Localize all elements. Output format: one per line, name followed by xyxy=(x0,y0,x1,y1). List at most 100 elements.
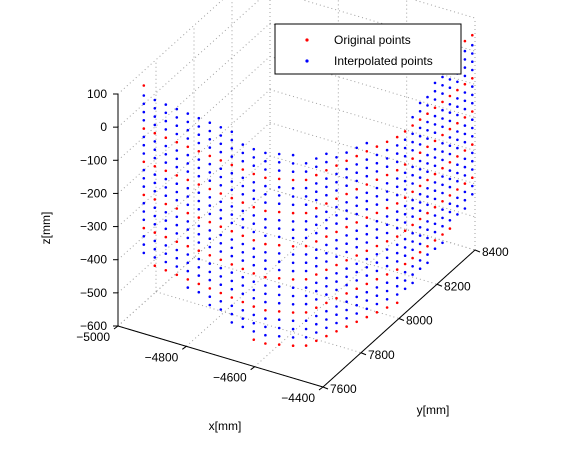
interpolated-point xyxy=(142,251,146,255)
original-point xyxy=(463,149,467,152)
original-point xyxy=(219,291,223,295)
original-point xyxy=(264,242,267,246)
original-point xyxy=(325,334,328,338)
interpolated-point xyxy=(315,248,318,251)
interpolated-point xyxy=(241,226,245,229)
original-point xyxy=(325,235,328,238)
original-point xyxy=(291,278,295,281)
interpolated-point xyxy=(395,160,399,164)
original-point xyxy=(426,145,429,149)
interpolated-point xyxy=(385,190,389,193)
interpolated-point xyxy=(277,169,281,172)
interpolated-point xyxy=(403,154,407,158)
original-point xyxy=(252,305,256,308)
interpolated-point xyxy=(456,146,459,150)
interpolated-point xyxy=(335,272,338,275)
original-point xyxy=(208,254,212,257)
interpolated-point xyxy=(241,151,245,155)
interpolated-point xyxy=(418,267,422,271)
interpolated-point xyxy=(403,179,407,183)
interpolated-point xyxy=(395,293,399,296)
interpolated-point xyxy=(197,133,201,136)
interpolated-point xyxy=(375,302,379,306)
interpolated-point xyxy=(241,275,245,279)
interpolated-point xyxy=(252,247,256,250)
interpolated-point xyxy=(375,294,379,298)
original-point xyxy=(395,202,399,205)
original-point xyxy=(355,320,359,324)
interpolated-point xyxy=(426,195,429,198)
original-point xyxy=(142,193,146,197)
interpolated-point xyxy=(375,203,379,206)
interpolated-point xyxy=(219,208,223,212)
interpolated-point xyxy=(277,252,281,255)
original-point xyxy=(426,245,429,248)
original-point xyxy=(448,194,452,197)
interpolated-point xyxy=(252,255,256,259)
interpolated-point xyxy=(175,116,179,119)
interpolated-point xyxy=(456,213,459,216)
interpolated-point xyxy=(264,184,267,188)
interpolated-point xyxy=(355,171,359,174)
interpolated-point xyxy=(186,120,190,124)
interpolated-point xyxy=(395,226,399,230)
interpolated-point xyxy=(241,176,245,180)
interpolated-point xyxy=(345,317,348,320)
interpolated-point xyxy=(456,80,459,84)
interpolated-point xyxy=(471,135,474,138)
interpolated-point xyxy=(448,152,452,156)
interpolated-point xyxy=(411,182,414,185)
original-point xyxy=(426,211,429,215)
interpolated-point xyxy=(175,256,179,260)
interpolated-point xyxy=(433,147,437,151)
interpolated-point xyxy=(426,253,429,256)
interpolated-point xyxy=(164,119,168,123)
original-point xyxy=(471,143,474,146)
interpolated-point xyxy=(291,203,295,207)
interpolated-point xyxy=(471,168,474,171)
original-point xyxy=(325,169,328,172)
interpolated-point xyxy=(375,261,379,264)
original-point xyxy=(418,118,422,121)
interpolated-point xyxy=(252,197,256,201)
interpolated-point xyxy=(345,184,348,187)
interpolated-point xyxy=(264,317,267,320)
interpolated-point xyxy=(230,180,234,183)
original-point xyxy=(471,176,474,179)
interpolated-point xyxy=(463,58,467,61)
interpolated-point xyxy=(385,289,389,293)
interpolated-point xyxy=(264,193,267,196)
interpolated-point xyxy=(375,269,379,273)
interpolated-point xyxy=(325,227,328,230)
original-point xyxy=(418,250,422,254)
interpolated-point xyxy=(241,184,245,188)
interpolated-point xyxy=(418,143,422,146)
x-axis-label: x[mm] xyxy=(209,419,242,433)
interpolated-point xyxy=(208,171,212,174)
interpolated-point xyxy=(304,286,308,289)
interpolated-point xyxy=(241,259,245,262)
original-point xyxy=(315,306,318,310)
interpolated-point xyxy=(365,208,369,211)
interpolated-point xyxy=(252,313,256,317)
original-point xyxy=(264,275,267,279)
interpolated-point xyxy=(441,84,444,87)
interpolated-point xyxy=(418,134,422,138)
original-point xyxy=(291,311,295,314)
original-point xyxy=(433,106,437,110)
interpolated-point xyxy=(230,254,234,258)
original-point xyxy=(315,339,318,343)
original-point xyxy=(153,165,157,168)
interpolated-point xyxy=(197,141,201,145)
interpolated-point xyxy=(219,233,223,237)
interpolated-point xyxy=(230,130,234,134)
original-point xyxy=(164,202,168,206)
interpolated-point xyxy=(456,113,459,117)
original-point xyxy=(448,161,452,164)
interpolated-point xyxy=(164,227,168,231)
interpolated-point xyxy=(335,180,338,184)
interpolated-point xyxy=(426,170,429,173)
original-point xyxy=(241,201,245,204)
interpolated-point xyxy=(186,261,190,265)
interpolated-point xyxy=(277,293,281,297)
